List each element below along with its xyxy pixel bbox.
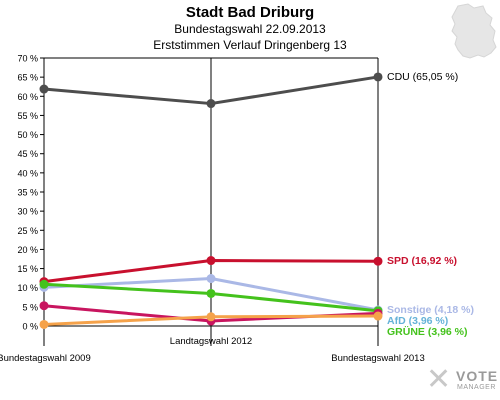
y-tick-label: 40 % [17,168,38,178]
y-tick-label: 35 % [17,188,38,198]
y-tick-label: 20 % [17,245,38,255]
data-point [373,72,383,82]
logo-x-icon: ✕ [426,362,452,397]
y-tick-label: 15 % [17,264,38,274]
germany-map-icon [451,3,497,59]
series-end-label: SPD (16,92 %) [387,255,457,267]
chart-subtitle-election: Bundestagswahl 22.09.2013 [174,22,326,36]
data-point [373,256,383,266]
series-end-label: CDU (65,05 %) [387,71,458,83]
data-point [206,274,216,284]
y-tick-label: 60 % [17,92,38,102]
y-tick-label: 5 % [22,302,38,312]
y-tick-label: 25 % [17,226,38,236]
data-point [206,256,216,266]
logo-word-vote: VOTE [456,368,499,384]
data-point [39,84,49,94]
data-point [373,311,383,321]
y-tick-label: 10 % [17,283,38,293]
votemanager-logo: ✕ VOTE MANAGER [426,365,498,397]
series-end-label: AfD (3,96 %) [387,315,448,327]
x-tick-label: Bundestagswahl 2013 [331,353,425,364]
data-point [206,99,216,109]
x-tick-label: Landtagswahl 2012 [170,336,252,347]
data-point [39,301,49,311]
series-end-label: Sonstige (4,18 %) [387,304,474,316]
logo-word-manager: MANAGER [457,384,496,391]
data-point [206,288,216,298]
y-tick-label: 50 % [17,130,38,140]
x-tick-label: Bundestagswahl 2009 [0,353,91,364]
data-point [206,312,216,322]
y-tick-label: 45 % [17,149,38,159]
data-point [39,319,49,329]
y-tick-label: 55 % [17,111,38,121]
y-tick-label: 0 % [22,322,38,332]
chart-title: Stadt Bad Driburg [185,4,315,21]
chart-subtitle-district: Erststimmen Verlauf Dringenberg 13 [153,38,347,52]
data-point [39,279,49,289]
y-tick-label: 65 % [17,73,38,83]
y-tick-label: 30 % [17,207,38,217]
y-tick-label: 70 % [17,54,38,64]
series-end-label: GRÜNE (3,96 %) [387,325,468,338]
